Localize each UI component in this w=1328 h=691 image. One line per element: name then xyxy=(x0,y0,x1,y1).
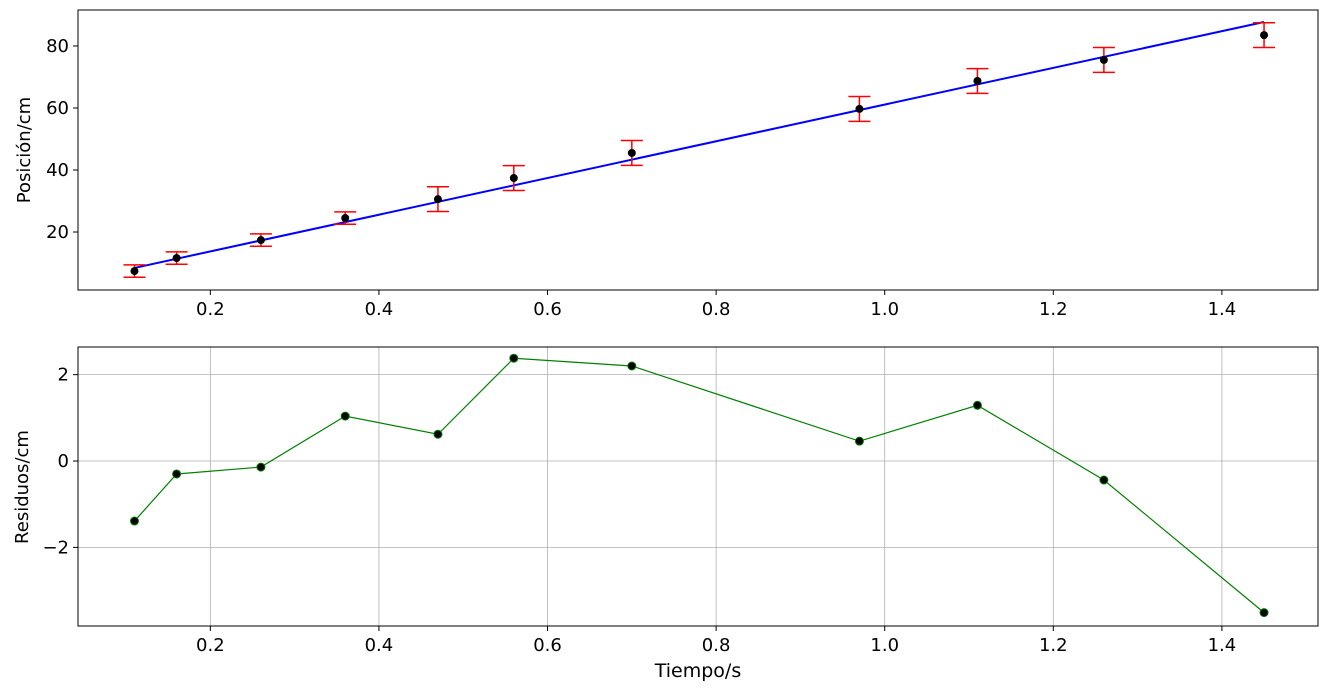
bottom-ytick-label: 0 xyxy=(58,451,69,472)
bottom-frame xyxy=(77,346,1319,627)
residual-point xyxy=(972,400,982,410)
top-ytick-label: 60 xyxy=(46,98,69,119)
residual-point xyxy=(1099,475,1109,485)
data-point xyxy=(256,236,265,245)
bottom-ytick-label: −2 xyxy=(42,537,69,558)
bottom-xtick-label: 0.2 xyxy=(196,635,225,656)
top-xtick-label: 0.8 xyxy=(702,299,731,320)
data-point xyxy=(627,148,636,157)
top-xtick-label: 1.2 xyxy=(1039,299,1068,320)
top-xtick-label: 0.2 xyxy=(196,299,225,320)
top-xtick-label: 1.0 xyxy=(870,299,899,320)
data-point xyxy=(509,174,518,183)
fit-line xyxy=(134,20,1265,269)
bottom-ylabel: Residuos/cm xyxy=(12,430,33,544)
residual-point xyxy=(129,516,139,526)
data-point xyxy=(172,254,181,263)
residual-point xyxy=(340,411,350,421)
residual-point xyxy=(256,462,266,472)
data-point xyxy=(433,195,442,204)
top-ytick-label: 80 xyxy=(46,36,69,57)
residual-point xyxy=(627,361,637,371)
data-point xyxy=(341,214,350,223)
bottom-xtick-label: 1.4 xyxy=(1208,635,1237,656)
bottom-xlabel: Tiempo/s xyxy=(654,660,741,682)
top-axes: 0.2 0.4 0.6 0.8 1.0 1.2 1.4 20 40 60 80 xyxy=(46,9,1319,320)
bottom-xtick-label: 1.2 xyxy=(1039,635,1068,656)
top-xtick-label: 0.4 xyxy=(365,299,394,320)
top-xtick-label: 1.4 xyxy=(1208,299,1237,320)
top-frame xyxy=(77,9,1319,291)
top-ylabel: Posición/cm xyxy=(14,97,35,203)
bottom-xtick-label: 0.6 xyxy=(533,635,562,656)
top-ytick-label: 40 xyxy=(46,160,69,181)
residual-point xyxy=(433,429,443,439)
residual-line xyxy=(134,357,1265,614)
bottom-axes: 0.2 0.4 0.6 0.8 1.0 1.2 1.4 −2 0 2 xyxy=(42,346,1319,656)
bottom-xtick-label: 0.8 xyxy=(702,635,731,656)
data-point xyxy=(130,267,139,276)
bottom-ytick-label: 2 xyxy=(58,365,69,386)
data-point xyxy=(1260,31,1269,40)
bottom-xtick-label: 0.4 xyxy=(365,635,394,656)
residual-point xyxy=(172,469,182,479)
data-point xyxy=(855,104,864,113)
data-point xyxy=(973,77,982,86)
residual-point xyxy=(854,436,864,446)
residual-point xyxy=(509,353,519,363)
top-xtick-label: 0.6 xyxy=(533,299,562,320)
residual-point xyxy=(1259,608,1269,618)
top-ytick-label: 20 xyxy=(46,222,69,243)
data-point xyxy=(1099,55,1108,64)
bottom-xtick-label: 1.0 xyxy=(870,635,899,656)
